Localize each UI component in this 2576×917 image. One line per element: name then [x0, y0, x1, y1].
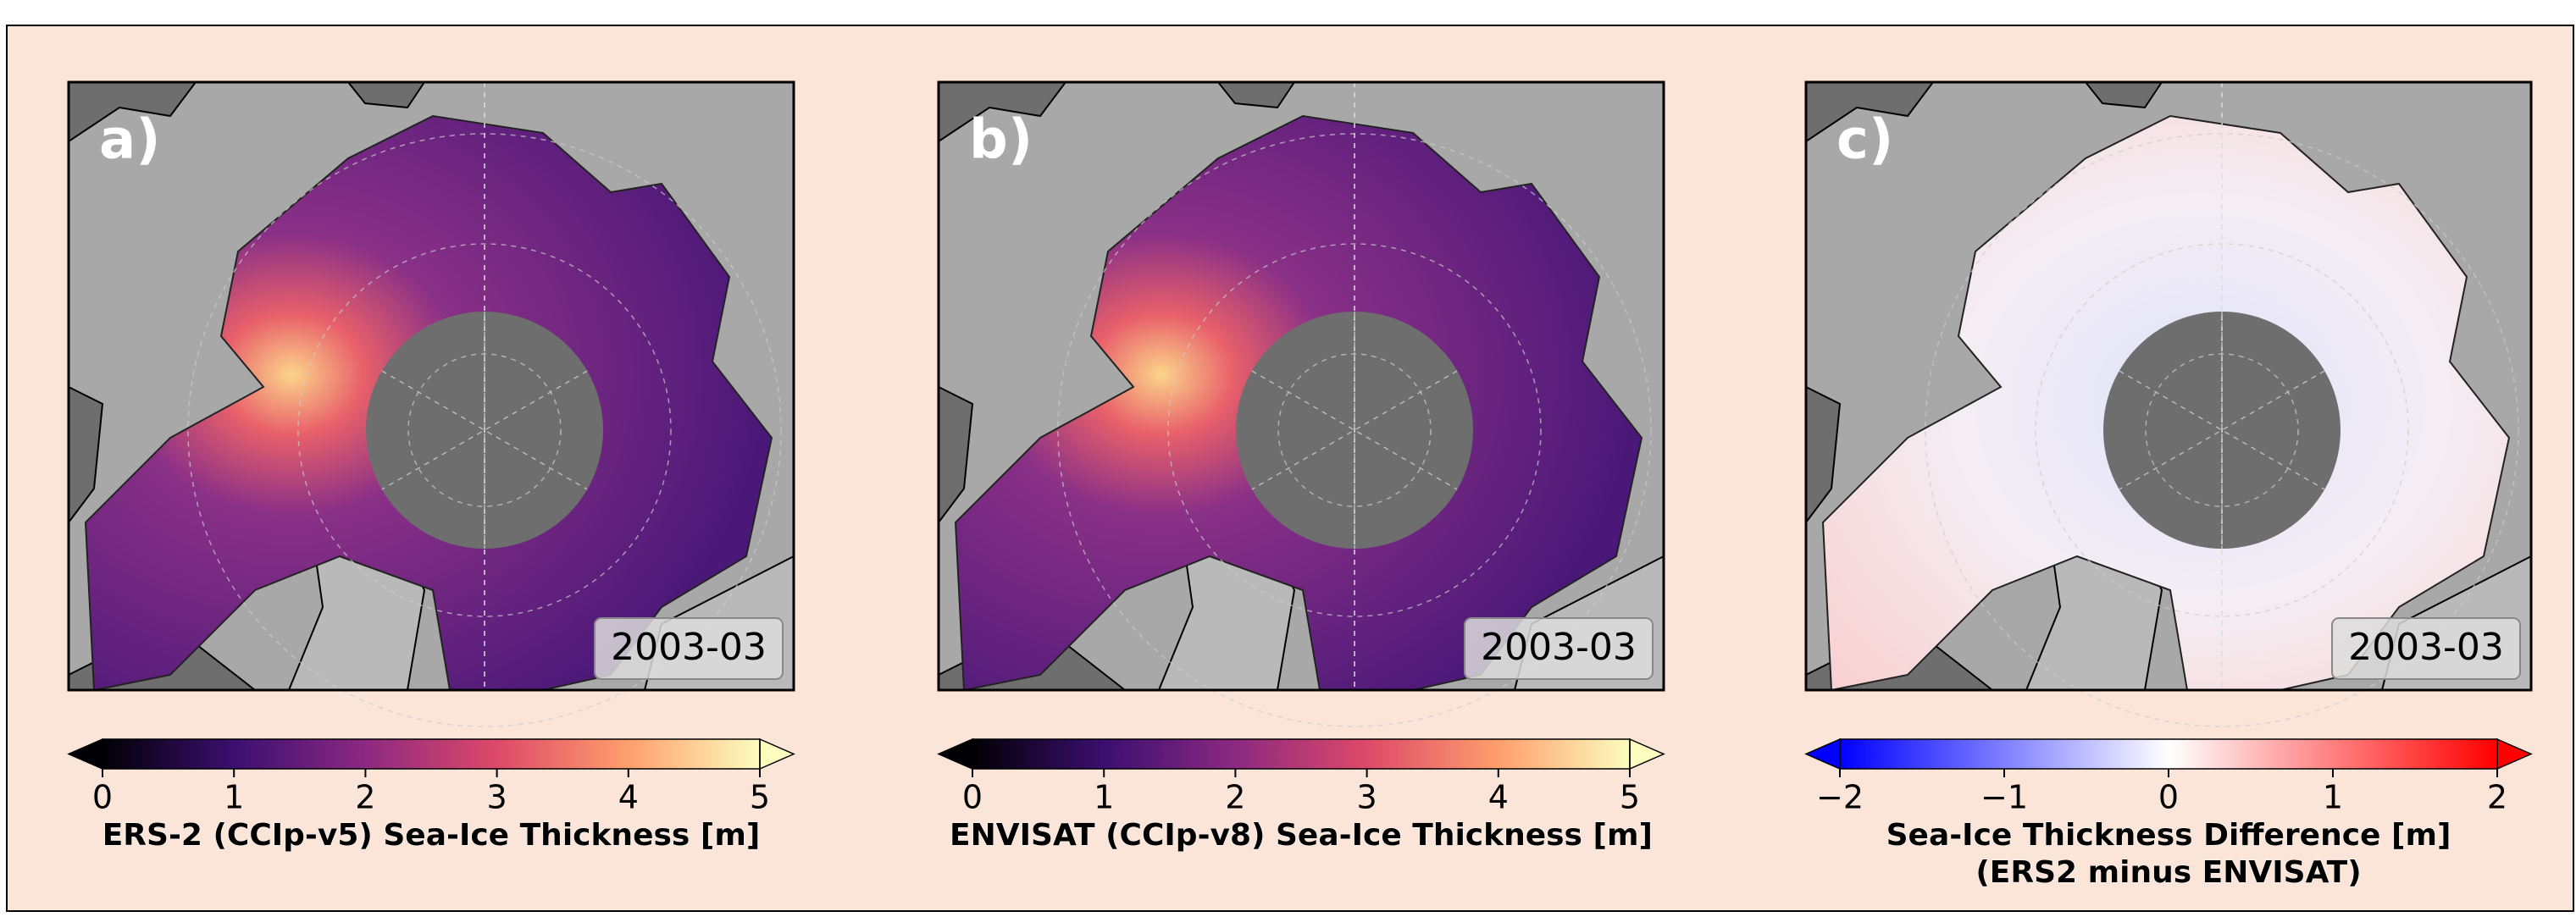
date-label: 2003-03: [2348, 626, 2504, 669]
colorbar-tick-label: 0: [962, 779, 983, 816]
colorbar-tick-label: 1: [1094, 779, 1114, 816]
colorbar-tick-label: 1: [224, 779, 244, 816]
colorbar-tick-label: 4: [1488, 779, 1509, 816]
colorbar-tick-label: 3: [1357, 779, 1377, 816]
colorbar-tick-label: 0: [2158, 779, 2179, 816]
colorbar-tick-label: 5: [750, 779, 770, 816]
colorbar: [1840, 739, 2497, 769]
colorbar-tick-label: 2: [2487, 779, 2507, 816]
colorbar-tick-label: 2: [355, 779, 375, 816]
colorbar-tick-label: 0: [92, 779, 113, 816]
colorbar-tick-label: 5: [1620, 779, 1640, 816]
page: a)2003-03012345ERS-2 (CCIp-v5) Sea-Ice T…: [0, 0, 2576, 914]
panel-label: a): [99, 109, 160, 172]
colorbar-tick-label: 2: [1225, 779, 1245, 816]
colorbar-label: ERS-2 (CCIp-v5) Sea-Ice Thickness [m]: [102, 818, 761, 853]
colorbar: [102, 739, 760, 769]
colorbar: [972, 739, 1630, 769]
colorbar-label: (ERS2 minus ENVISAT): [1975, 855, 2361, 890]
figure: a)2003-03012345ERS-2 (CCIp-v5) Sea-Ice T…: [0, 0, 2576, 914]
colorbar-tick-label: −1: [1980, 779, 2028, 816]
colorbar-tick-label: 1: [2323, 779, 2343, 816]
map-panel: b) 2003-03: [939, 82, 1664, 726]
colorbar-tick-label: 3: [487, 779, 507, 816]
panel-label: c): [1836, 109, 1893, 172]
date-label: 2003-03: [611, 626, 767, 669]
colorbar-tick-label: −2: [1816, 779, 1864, 816]
panel-label: b): [969, 109, 1033, 172]
map-panel: a) 2003-03: [69, 82, 794, 726]
date-label: 2003-03: [1481, 626, 1637, 669]
colorbar-label: Sea-Ice Thickness Difference [m]: [1886, 818, 2451, 853]
colorbar-tick-label: 4: [618, 779, 639, 816]
map-panel: c) 2003-03: [1806, 82, 2531, 726]
colorbar-label: ENVISAT (CCIp-v8) Sea-Ice Thickness [m]: [950, 818, 1653, 853]
